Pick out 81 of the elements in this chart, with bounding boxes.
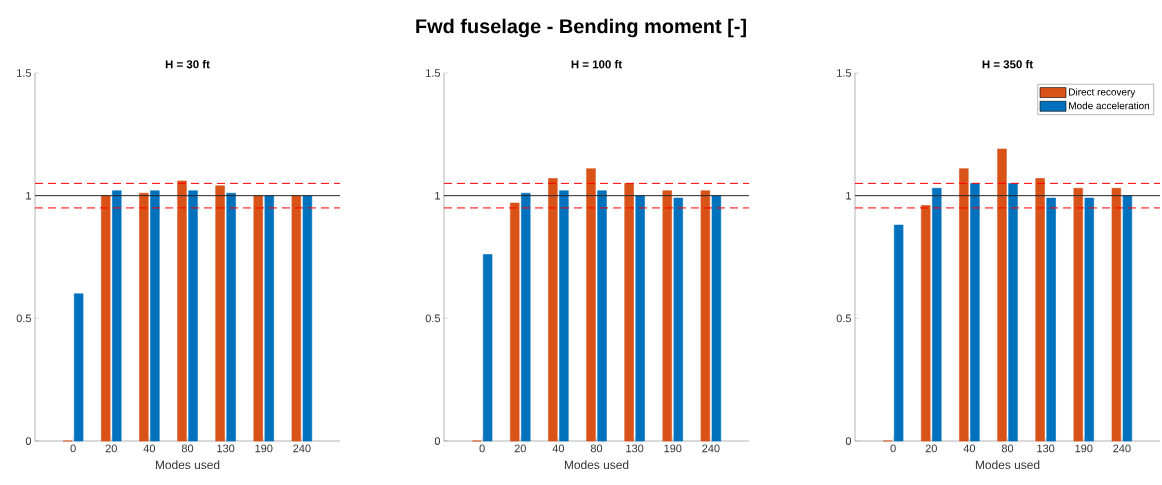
y-tick-label: 1.5: [426, 69, 441, 77]
bar: [597, 190, 607, 442]
bar: [510, 202, 520, 442]
x-tick-label: 40: [963, 444, 976, 453]
x-tick-label: 0: [479, 444, 485, 453]
bar: [521, 192, 531, 442]
x-tick-label: 0: [890, 444, 896, 453]
y-tick-label: 1.5: [17, 69, 32, 77]
bar: [1046, 197, 1056, 442]
x-tick-label: 240: [702, 444, 720, 453]
bar: [970, 183, 980, 442]
bar: [1008, 183, 1018, 442]
bar: [586, 168, 596, 442]
x-axis-title: Modes used: [155, 460, 220, 470]
bar: [188, 190, 198, 442]
y-tick-label: 1.5: [837, 69, 852, 77]
bar: [673, 197, 683, 442]
bar: [1084, 197, 1094, 442]
chart-title: H = 100 ft: [571, 59, 622, 69]
bar: [482, 254, 493, 442]
chart-title: H = 350 ft: [982, 59, 1033, 69]
bar: [264, 195, 274, 442]
bar: [215, 185, 225, 442]
text: Fwd fuselage - Bending moment [-]: [416, 18, 746, 38]
bar: [1073, 188, 1083, 442]
bar: [253, 195, 263, 442]
x-tick-label: 40: [143, 444, 156, 453]
x-tick-label: 20: [925, 444, 937, 453]
x-tick-label: 190: [255, 444, 273, 453]
bar: [177, 180, 187, 442]
y-tick-label: 0: [25, 437, 32, 445]
bar: [559, 190, 569, 442]
bar: [959, 168, 969, 442]
bar: [112, 190, 122, 442]
x-axis-title: Modes used: [564, 460, 629, 470]
chart-title: H = 30 ft: [165, 59, 210, 69]
x-tick-label: 240: [293, 444, 311, 453]
bar: [932, 188, 942, 442]
bar: [921, 205, 931, 442]
x-tick-label: 20: [514, 444, 526, 453]
legend-label: Mode acceleration: [1069, 101, 1150, 110]
bar: [226, 192, 236, 442]
x-tick-label: 20: [105, 444, 117, 453]
y-tick-label: 1: [26, 191, 31, 200]
legend-label: Direct recovery: [1069, 88, 1136, 98]
x-tick-label: 240: [1113, 444, 1131, 453]
y-tick-label: 1: [435, 191, 440, 200]
bar: [700, 190, 711, 442]
bar: [893, 224, 904, 442]
x-tick-label: 130: [1037, 444, 1055, 453]
bar: [291, 195, 302, 442]
bar: [150, 190, 160, 442]
x-tick-label: 130: [626, 444, 644, 453]
x-tick-label: 0: [70, 444, 76, 453]
bar: [101, 195, 111, 442]
bar: [1122, 195, 1133, 442]
bar: [624, 183, 634, 442]
bar: [1111, 188, 1122, 442]
bar: [711, 195, 722, 442]
x-tick-label: 130: [217, 444, 235, 453]
x-tick-label: 190: [1075, 444, 1093, 453]
bar: [662, 190, 672, 442]
x-tick-label: 80: [181, 444, 194, 453]
x-tick-label: 80: [590, 444, 603, 453]
bar: [1035, 178, 1045, 442]
x-tick-label: 80: [1001, 444, 1014, 453]
x-axis-title: Modes used: [975, 460, 1040, 470]
y-tick-label: 0.5: [16, 314, 32, 323]
bar: [139, 192, 149, 442]
y-tick-label: 0: [434, 437, 441, 445]
y-tick-label: 0.5: [836, 314, 852, 323]
bar: [635, 195, 645, 442]
x-tick-label: 40: [552, 444, 565, 453]
bar: [73, 293, 84, 442]
y-tick-label: 0.5: [425, 314, 441, 323]
bar: [997, 148, 1007, 442]
bar: [302, 195, 313, 442]
x-tick-label: 190: [664, 444, 682, 453]
bar: [548, 178, 558, 442]
y-tick-label: 0: [845, 437, 852, 445]
y-tick-label: 1: [846, 191, 851, 200]
